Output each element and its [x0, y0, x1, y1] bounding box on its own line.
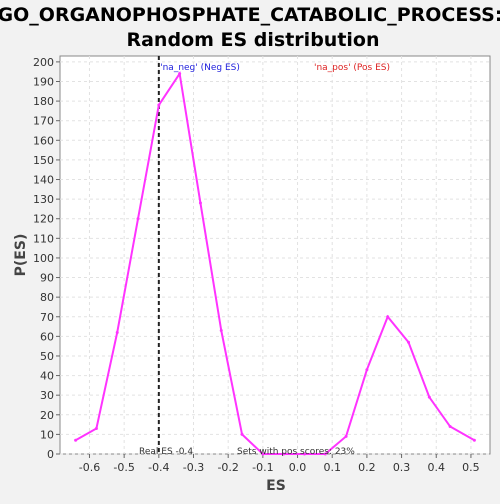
series-point — [323, 452, 327, 456]
series-point — [472, 438, 476, 442]
y-tick-label: 120 — [33, 213, 54, 226]
series-point — [427, 395, 431, 399]
y-tick-label: 200 — [33, 56, 54, 69]
y-tick-label: 140 — [33, 174, 54, 187]
x-tick-label: -0.2 — [217, 461, 238, 474]
series-point — [365, 368, 369, 372]
series-point — [261, 452, 265, 456]
chart-title-line-1: GO_ORGANOPHOSPHATE_CATABOLIC_PROCESS: — [0, 4, 500, 26]
y-tick-label: 160 — [33, 134, 54, 147]
annotation-neg: 'na_neg' (Neg ES) — [160, 63, 240, 73]
series-point — [240, 432, 244, 436]
x-axis-label: ES — [266, 478, 286, 494]
series-point — [157, 103, 161, 107]
y-tick-label: 80 — [40, 291, 54, 304]
x-tick-label: -0.1 — [252, 461, 273, 474]
series-point — [219, 328, 223, 332]
y-tick-label: 40 — [40, 370, 54, 383]
series-point — [282, 452, 286, 456]
grid — [60, 56, 490, 455]
y-tick-label: 70 — [40, 311, 54, 324]
y-tick-label: 170 — [33, 115, 54, 128]
series-line — [75, 70, 475, 455]
x-tick-label: 0.0 — [289, 461, 307, 474]
series-point — [344, 434, 348, 438]
annotation-real-es: Real ES -0.4 — [139, 447, 193, 457]
series-point — [115, 330, 119, 334]
series-point — [178, 72, 182, 76]
y-axis-label: P(ES) — [13, 234, 29, 277]
y-tick-label: 150 — [33, 154, 54, 167]
series-point — [94, 427, 98, 431]
series-point — [407, 340, 411, 344]
y-tick-label: 30 — [40, 389, 54, 402]
y-tick-label: 20 — [40, 409, 54, 422]
y-tick-label: 0 — [47, 448, 54, 461]
x-tick-label: 0.1 — [323, 461, 341, 474]
x-tick-label: -0.3 — [183, 461, 204, 474]
x-tick-label: 0.5 — [462, 461, 480, 474]
y-tick-label: 130 — [33, 193, 54, 206]
series-point — [136, 217, 140, 221]
y-tick-label: 50 — [40, 350, 54, 363]
y-tick-label: 90 — [40, 272, 54, 285]
x-tick-label: -0.4 — [148, 461, 169, 474]
series-layer — [74, 70, 476, 456]
axis-ticks: -0.6 -0.5 -0.4 -0.3 -0.2 -0.1 0.0 0.1 0.2 0.3 0.4 0… — [33, 56, 480, 474]
y-tick-label: 180 — [33, 95, 54, 108]
series-point — [74, 438, 78, 442]
y-tick-label: 100 — [33, 252, 54, 265]
y-tick-label: 10 — [40, 428, 54, 441]
chart-title-line-2: Random ES distribution — [126, 29, 379, 51]
y-tick-label: 190 — [33, 75, 54, 88]
annotation-pos-sets: Sets with pos scores: 23% — [237, 447, 355, 457]
x-tick-label: -0.6 — [79, 461, 100, 474]
series-point — [448, 425, 452, 429]
x-tick-label: 0.4 — [428, 461, 446, 474]
x-tick-label: 0.3 — [393, 461, 411, 474]
y-tick-label: 60 — [40, 330, 54, 343]
series-point — [386, 315, 390, 319]
series-point — [198, 201, 202, 205]
x-tick-label: 0.2 — [358, 461, 376, 474]
x-tick-label: -0.5 — [113, 461, 134, 474]
annotation-pos: 'na_pos' (Pos ES) — [314, 63, 390, 73]
series-point — [302, 452, 306, 456]
y-tick-label: 110 — [33, 232, 54, 245]
